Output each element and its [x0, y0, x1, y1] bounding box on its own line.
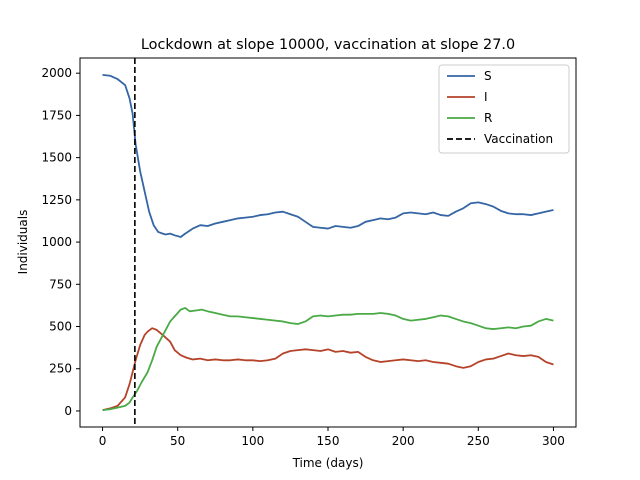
legend-label-i: I: [484, 90, 488, 104]
y-tick-label: 1750: [41, 108, 72, 122]
series-line-I: [102, 327, 554, 411]
y-tick-label: 1500: [41, 151, 72, 165]
y-tick-label: 750: [49, 277, 72, 291]
y-tick-label: 2000: [41, 66, 72, 80]
legend-label-vaccination: Vaccination: [484, 132, 553, 146]
legend: SIR Vaccination: [438, 64, 570, 154]
x-tick-label: 250: [467, 434, 490, 448]
legend-label-r: R: [484, 111, 492, 125]
y-tick-label: 500: [49, 320, 72, 334]
x-axis-ticks: 0 50 100 150 200 250 300: [99, 427, 565, 448]
plot-area: [102, 58, 554, 427]
y-axis-ticks: 0 250 500 750 1000 1250 1500 1750 2000: [41, 66, 80, 418]
y-tick-label: 250: [49, 362, 72, 376]
y-tick-label: 1250: [41, 193, 72, 207]
x-tick-label: 50: [170, 434, 185, 448]
x-axis-label: Time (days): [292, 456, 364, 470]
legend-label-s: S: [484, 69, 492, 83]
legend-box: [438, 64, 570, 154]
x-tick-label: 150: [317, 434, 340, 448]
chart-title: Lockdown at slope 10000, vaccination at …: [141, 37, 515, 53]
y-axis-label: Individuals: [16, 210, 30, 275]
y-tick-label: 0: [64, 404, 72, 418]
x-tick-label: 100: [241, 434, 264, 448]
y-tick-label: 1000: [41, 235, 72, 249]
series-line-S: [102, 73, 554, 238]
series-line-R: [102, 307, 554, 412]
x-tick-label: 0: [99, 434, 107, 448]
x-tick-label: 300: [542, 434, 565, 448]
x-tick-label: 200: [392, 434, 415, 448]
